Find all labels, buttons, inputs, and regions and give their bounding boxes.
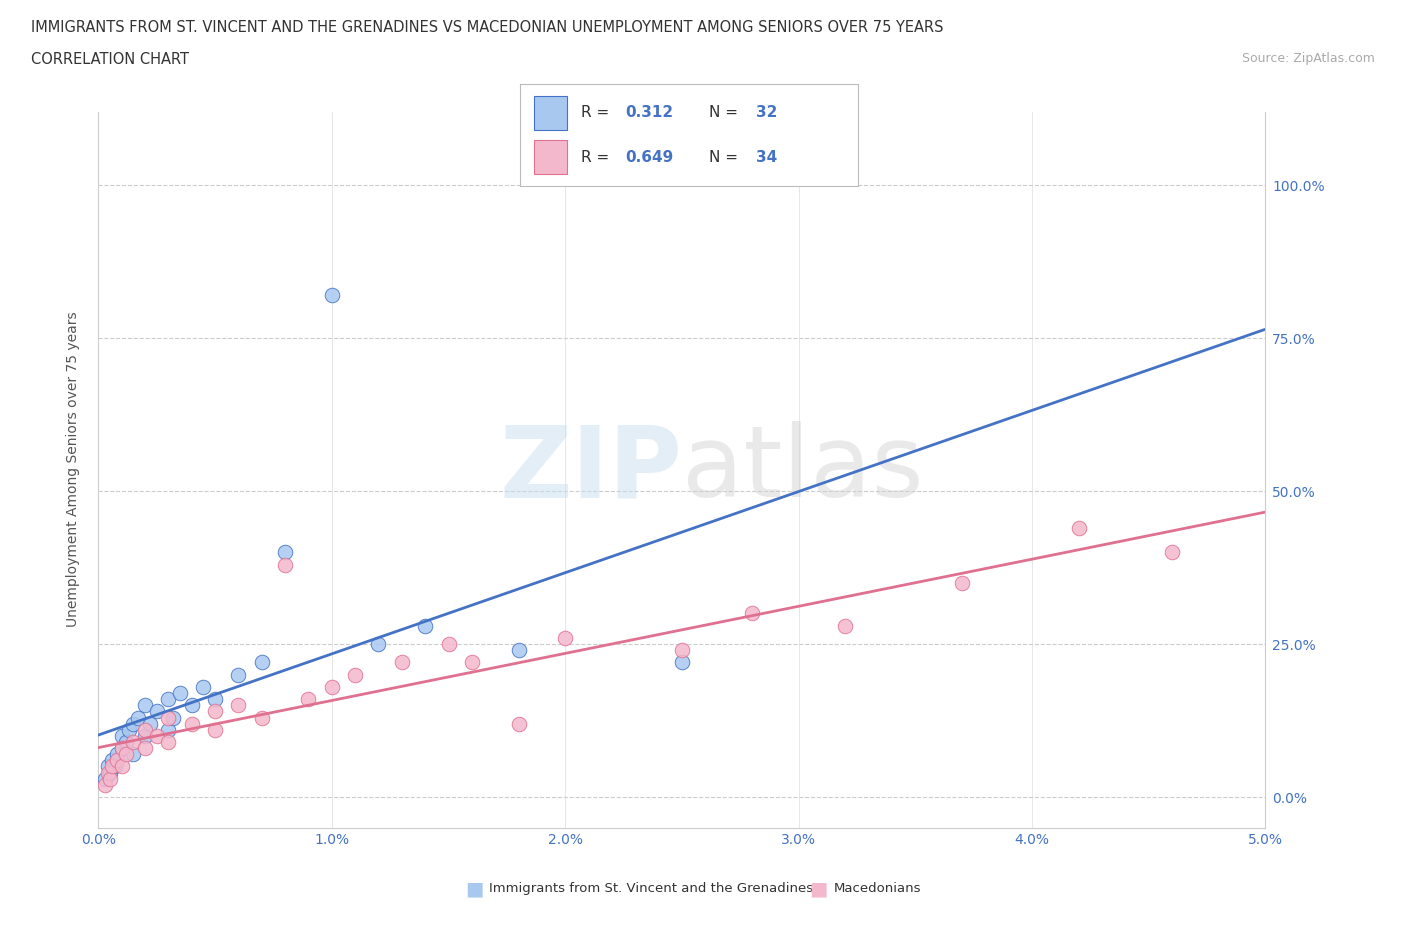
Point	[228, 667, 250, 682]
Point	[1161, 545, 1184, 560]
Point	[321, 680, 343, 695]
Point	[97, 765, 120, 780]
Point	[104, 759, 127, 774]
Point	[101, 759, 124, 774]
Point	[193, 680, 215, 695]
Text: 34: 34	[756, 150, 778, 165]
Text: N =: N =	[709, 150, 742, 165]
Text: 0.649: 0.649	[624, 150, 673, 165]
Text: ■: ■	[465, 879, 484, 898]
Point	[671, 643, 693, 658]
Point	[111, 740, 134, 755]
Point	[250, 655, 273, 670]
Point	[105, 753, 128, 768]
Point	[134, 728, 156, 743]
Text: Immigrants from St. Vincent and the Grenadines: Immigrants from St. Vincent and the Gren…	[489, 882, 814, 895]
Point	[94, 771, 117, 786]
Point	[950, 576, 973, 591]
Text: R =: R =	[581, 105, 614, 120]
Text: Source: ZipAtlas.com: Source: ZipAtlas.com	[1241, 52, 1375, 65]
Point	[437, 637, 460, 652]
Point	[297, 692, 319, 707]
Point	[146, 728, 169, 743]
Point	[1067, 521, 1090, 536]
Point	[134, 698, 156, 712]
Point	[134, 740, 156, 755]
Point	[94, 777, 117, 792]
Point	[162, 711, 184, 725]
Text: CORRELATION CHART: CORRELATION CHART	[31, 52, 188, 67]
Text: 32: 32	[756, 105, 778, 120]
Point	[741, 606, 763, 621]
Point	[413, 618, 436, 633]
Y-axis label: Unemployment Among Seniors over 75 years: Unemployment Among Seniors over 75 years	[66, 312, 80, 628]
Point	[554, 631, 576, 645]
Text: ZIP: ZIP	[499, 421, 682, 518]
Text: ■: ■	[810, 879, 828, 898]
Point	[157, 723, 180, 737]
Point	[321, 287, 343, 302]
Point	[157, 692, 180, 707]
Point	[111, 759, 134, 774]
Point	[834, 618, 856, 633]
Point	[101, 753, 124, 768]
Point	[111, 740, 134, 755]
Point	[146, 704, 169, 719]
Point	[118, 723, 141, 737]
Text: atlas: atlas	[682, 421, 924, 518]
Point	[250, 711, 273, 725]
Point	[228, 698, 250, 712]
Point	[115, 735, 138, 750]
Point	[134, 723, 156, 737]
Point	[98, 771, 121, 786]
Point	[98, 765, 121, 780]
Point	[111, 728, 134, 743]
Point	[122, 716, 145, 731]
Point	[391, 655, 413, 670]
Point	[105, 747, 128, 762]
Point	[344, 667, 367, 682]
Point	[115, 747, 138, 762]
Point	[122, 735, 145, 750]
Point	[180, 698, 202, 712]
Point	[274, 557, 297, 572]
Point	[274, 545, 297, 560]
Point	[508, 643, 530, 658]
Point	[169, 685, 191, 700]
Text: R =: R =	[581, 150, 614, 165]
Text: 0.312: 0.312	[624, 105, 673, 120]
Bar	[534, 140, 568, 174]
Point	[671, 655, 693, 670]
Point	[204, 692, 226, 707]
Text: Macedonians: Macedonians	[834, 882, 921, 895]
Text: N =: N =	[709, 105, 742, 120]
Point	[157, 711, 180, 725]
Point	[508, 716, 530, 731]
Point	[157, 735, 180, 750]
Point	[204, 723, 226, 737]
Text: IMMIGRANTS FROM ST. VINCENT AND THE GRENADINES VS MACEDONIAN UNEMPLOYMENT AMONG : IMMIGRANTS FROM ST. VINCENT AND THE GREN…	[31, 20, 943, 35]
Point	[367, 637, 389, 652]
Point	[204, 704, 226, 719]
Bar	[534, 96, 568, 130]
Point	[139, 716, 162, 731]
Point	[127, 711, 149, 725]
Point	[461, 655, 484, 670]
Point	[97, 759, 120, 774]
Point	[180, 716, 202, 731]
Point	[122, 747, 145, 762]
